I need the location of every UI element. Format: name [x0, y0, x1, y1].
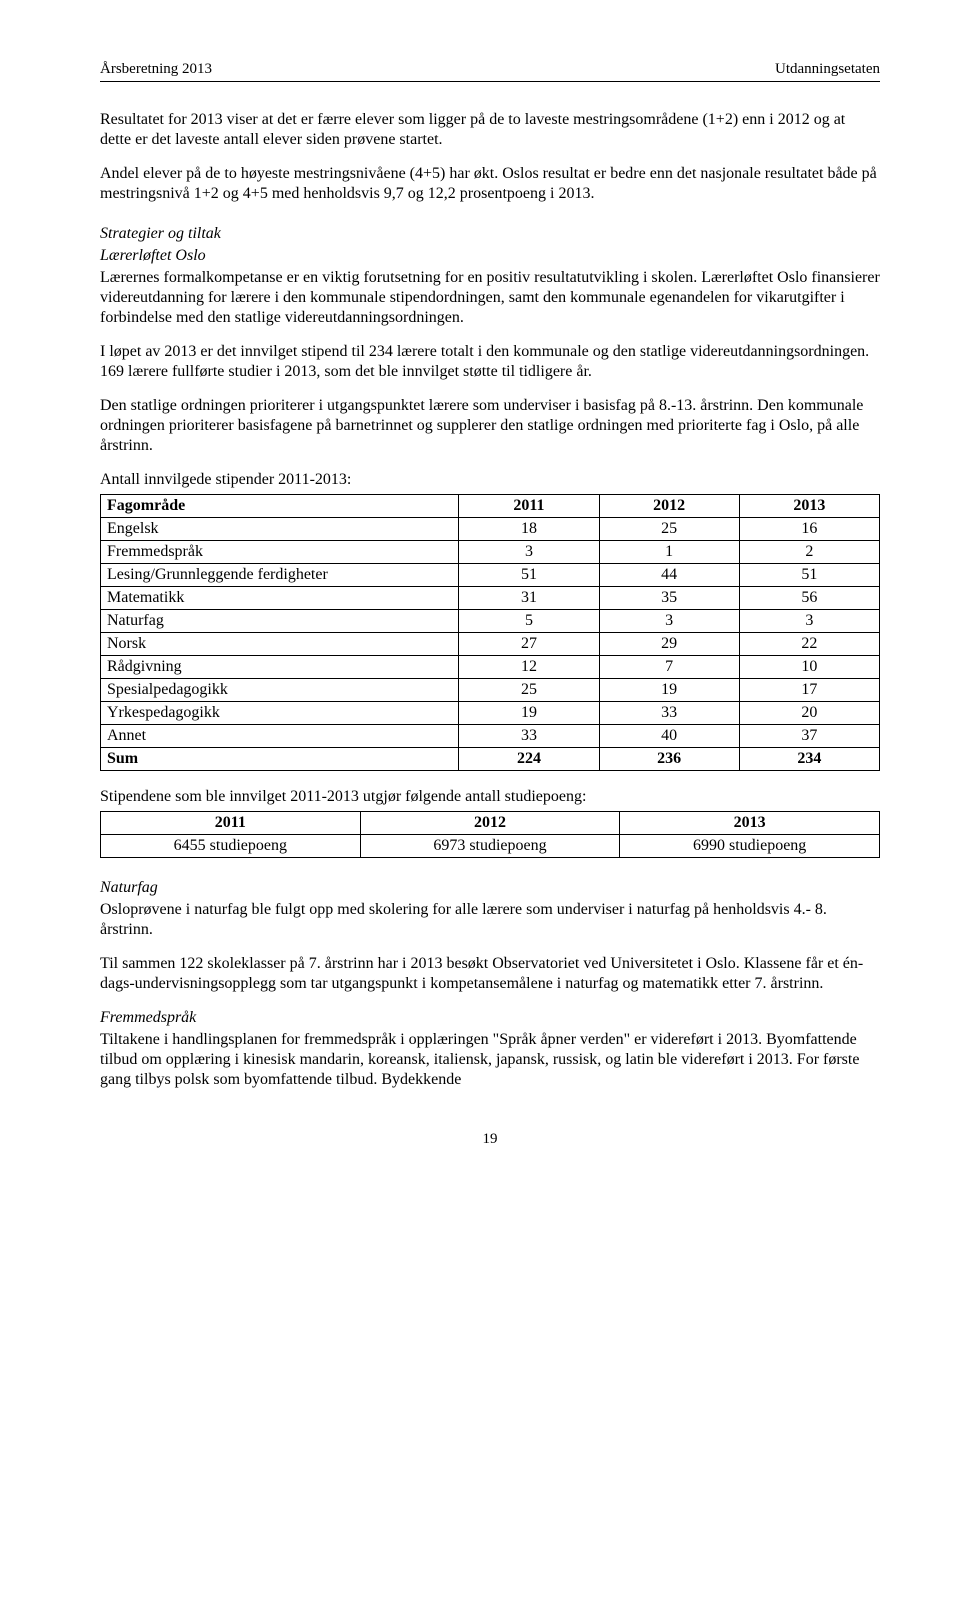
cell-value: 40 [599, 724, 739, 747]
cell-subject: Yrkespedagogikk [101, 701, 459, 724]
header-rule [100, 81, 880, 82]
table-header-row: 2011 2012 2013 [101, 811, 880, 834]
cell-value: 17 [739, 678, 879, 701]
table-row: Engelsk182516 [101, 517, 880, 540]
paragraph: Osloprøvene i naturfag ble fulgt opp med… [100, 900, 880, 940]
cell-subject: Matematikk [101, 586, 459, 609]
cell-value: 33 [459, 724, 599, 747]
cell-value: 25 [459, 678, 599, 701]
table-stipender: Fagområde 2011 2012 2013 Engelsk182516Fr… [100, 494, 880, 771]
table2-caption: Stipendene som ble innvilget 2011-2013 u… [100, 787, 880, 807]
table-row: 6455 studiepoeng6973 studiepoeng6990 stu… [101, 834, 880, 857]
cell-value: 25 [599, 517, 739, 540]
col-2012: 2012 [360, 811, 620, 834]
col-fagomrade: Fagområde [101, 494, 459, 517]
table-row: Yrkespedagogikk193320 [101, 701, 880, 724]
cell-value: 44 [599, 563, 739, 586]
cell-subject: Lesing/Grunnleggende ferdigheter [101, 563, 459, 586]
section-heading-strategier: Strategier og tiltak [100, 224, 880, 244]
subheading-fremmedsprak: Fremmedspråk [100, 1008, 880, 1028]
cell-value: 6990 studiepoeng [620, 834, 880, 857]
table1-caption: Antall innvilgede stipender 2011-2013: [100, 470, 880, 490]
cell-value: 35 [599, 586, 739, 609]
header-right: Utdanningsetaten [775, 60, 880, 79]
cell-value: 37 [739, 724, 879, 747]
cell-value: 18 [459, 517, 599, 540]
cell-subject: Annet [101, 724, 459, 747]
cell-value: 1 [599, 540, 739, 563]
cell-value: 33 [599, 701, 739, 724]
cell-value: 22 [739, 632, 879, 655]
table-row: Matematikk313556 [101, 586, 880, 609]
cell-value: 3 [459, 540, 599, 563]
table-row: Annet334037 [101, 724, 880, 747]
table-row: Norsk272922 [101, 632, 880, 655]
page-header: Årsberetning 2013 Utdanningsetaten [100, 60, 880, 79]
cell-sum-label: Sum [101, 747, 459, 770]
page-number: 19 [100, 1130, 880, 1149]
cell-value: 19 [459, 701, 599, 724]
paragraph: Tiltakene i handlingsplanen for fremmeds… [100, 1030, 880, 1090]
cell-sum-value: 236 [599, 747, 739, 770]
cell-value: 3 [739, 609, 879, 632]
cell-value: 5 [459, 609, 599, 632]
cell-subject: Fremmedspråk [101, 540, 459, 563]
cell-sum-value: 224 [459, 747, 599, 770]
header-left: Årsberetning 2013 [100, 60, 212, 79]
table-studiepoeng: 2011 2012 2013 6455 studiepoeng6973 stud… [100, 811, 880, 858]
cell-value: 29 [599, 632, 739, 655]
cell-value: 2 [739, 540, 879, 563]
table-sum-row: Sum224236234 [101, 747, 880, 770]
cell-value: 3 [599, 609, 739, 632]
table-row: Lesing/Grunnleggende ferdigheter514451 [101, 563, 880, 586]
cell-value: 27 [459, 632, 599, 655]
cell-value: 19 [599, 678, 739, 701]
cell-subject: Norsk [101, 632, 459, 655]
cell-value: 31 [459, 586, 599, 609]
paragraph: Den statlige ordningen prioriterer i utg… [100, 396, 880, 456]
col-2011: 2011 [459, 494, 599, 517]
col-2013: 2013 [620, 811, 880, 834]
col-2013: 2013 [739, 494, 879, 517]
col-2012: 2012 [599, 494, 739, 517]
cell-value: 16 [739, 517, 879, 540]
table-row: Rådgivning12710 [101, 655, 880, 678]
cell-value: 6455 studiepoeng [101, 834, 361, 857]
cell-subject: Engelsk [101, 517, 459, 540]
col-2011: 2011 [101, 811, 361, 834]
table-row: Spesialpedagogikk251917 [101, 678, 880, 701]
subheading-laererloftet: Lærerløftet Oslo [100, 246, 880, 266]
table-row: Fremmedspråk312 [101, 540, 880, 563]
cell-value: 20 [739, 701, 879, 724]
cell-value: 56 [739, 586, 879, 609]
cell-value: 10 [739, 655, 879, 678]
paragraph: Resultatet for 2013 viser at det er færr… [100, 110, 880, 150]
subheading-naturfag: Naturfag [100, 878, 880, 898]
cell-subject: Spesialpedagogikk [101, 678, 459, 701]
cell-value: 7 [599, 655, 739, 678]
cell-subject: Naturfag [101, 609, 459, 632]
table-header-row: Fagområde 2011 2012 2013 [101, 494, 880, 517]
cell-value: 12 [459, 655, 599, 678]
cell-value: 6973 studiepoeng [360, 834, 620, 857]
cell-subject: Rådgivning [101, 655, 459, 678]
paragraph: Til sammen 122 skoleklasser på 7. årstri… [100, 954, 880, 994]
table-row: Naturfag533 [101, 609, 880, 632]
paragraph: Andel elever på de to høyeste mestringsn… [100, 164, 880, 204]
cell-sum-value: 234 [739, 747, 879, 770]
cell-value: 51 [739, 563, 879, 586]
paragraph: Lærernes formalkompetanse er en viktig f… [100, 268, 880, 328]
cell-value: 51 [459, 563, 599, 586]
paragraph: I løpet av 2013 er det innvilget stipend… [100, 342, 880, 382]
